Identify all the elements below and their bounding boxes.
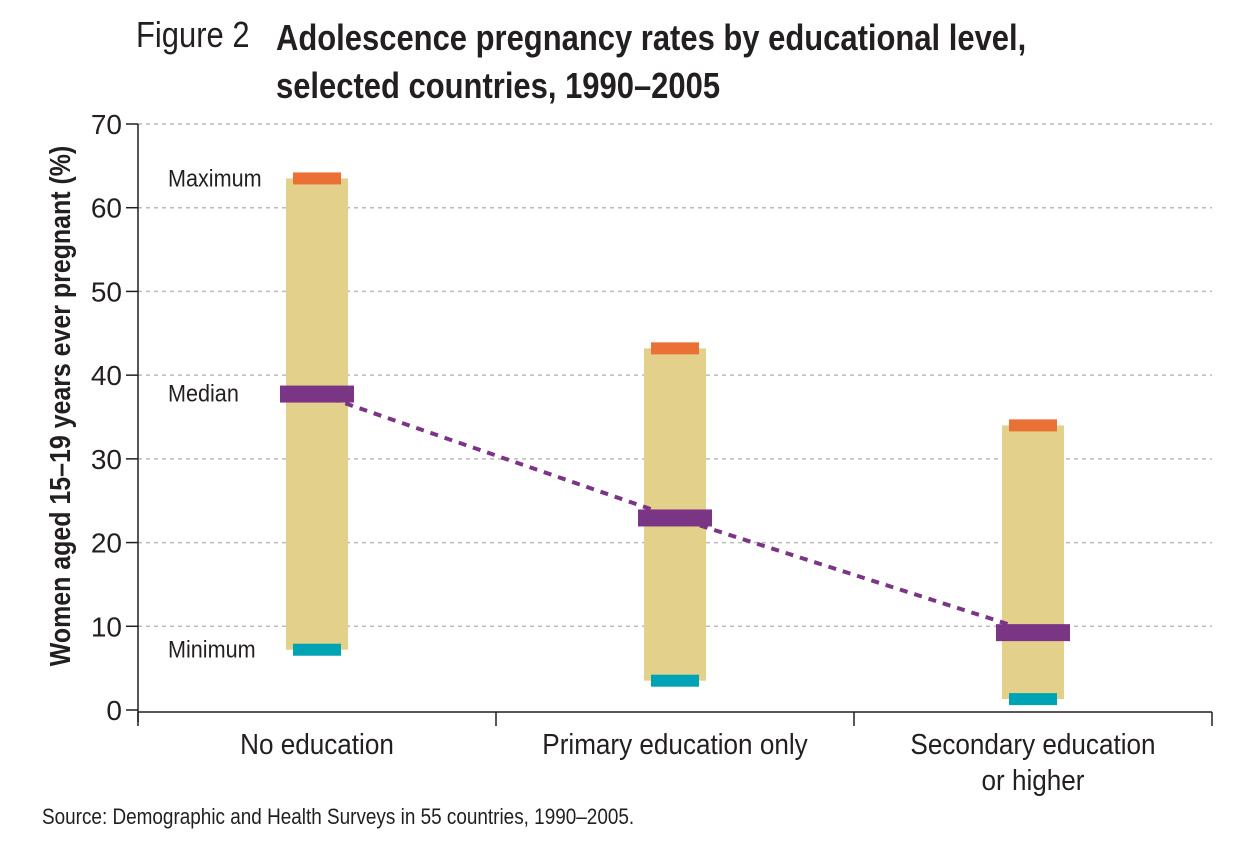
median-mark-0 bbox=[280, 385, 354, 403]
category-label-0-0: No education bbox=[240, 728, 394, 761]
y-tick-label-10: 10 bbox=[91, 611, 122, 642]
axes bbox=[126, 123, 1213, 726]
value-marks bbox=[280, 172, 1070, 706]
category-label-2-0: Secondary education bbox=[910, 728, 1155, 761]
y-tick-label-0: 0 bbox=[106, 695, 122, 726]
annotation-median: Median bbox=[168, 379, 239, 406]
chart-title-line-1: Adolescence pregnancy rates by education… bbox=[276, 17, 1027, 58]
source-note: Source: Demographic and Health Surveys i… bbox=[42, 804, 635, 829]
y-tick-label-40: 40 bbox=[91, 360, 122, 391]
maximum-mark-0 bbox=[293, 172, 341, 185]
annotation-maximum: Maximum bbox=[168, 164, 262, 191]
minimum-mark-0 bbox=[293, 643, 341, 656]
figure-label: Figure 2 bbox=[136, 14, 250, 55]
range-bars bbox=[286, 178, 1064, 700]
y-tick-label-20: 20 bbox=[91, 528, 122, 559]
category-label-1-0: Primary education only bbox=[542, 728, 808, 761]
minimum-mark-1 bbox=[651, 674, 699, 687]
y-tick-label-50: 50 bbox=[91, 276, 122, 307]
chart-title-line-2: selected countries, 1990–2005 bbox=[276, 65, 721, 106]
y-axis-label: Women aged 15–19 years ever pregnant (%) bbox=[44, 146, 76, 666]
chart-labels: 0 10 20 30 40 50 60 70 Women aged 15–19 years ev… bbox=[44, 109, 1155, 796]
y-tick-label-30: 30 bbox=[91, 444, 122, 475]
annotation-minimum: Minimum bbox=[168, 636, 256, 663]
chart-title: Adolescence pregnancy rates by education… bbox=[276, 14, 1026, 110]
minimum-mark-2 bbox=[1009, 693, 1057, 706]
maximum-mark-1 bbox=[651, 342, 699, 355]
range-bar-0 bbox=[286, 178, 348, 650]
median-mark-2 bbox=[996, 624, 1070, 642]
median-mark-1 bbox=[638, 509, 712, 527]
y-tick-label-60: 60 bbox=[91, 193, 122, 224]
maximum-mark-2 bbox=[1009, 419, 1057, 432]
y-tick-label-70: 70 bbox=[91, 109, 122, 140]
range-bar-2 bbox=[1002, 425, 1064, 700]
category-label-2-1: or higher bbox=[982, 764, 1085, 797]
